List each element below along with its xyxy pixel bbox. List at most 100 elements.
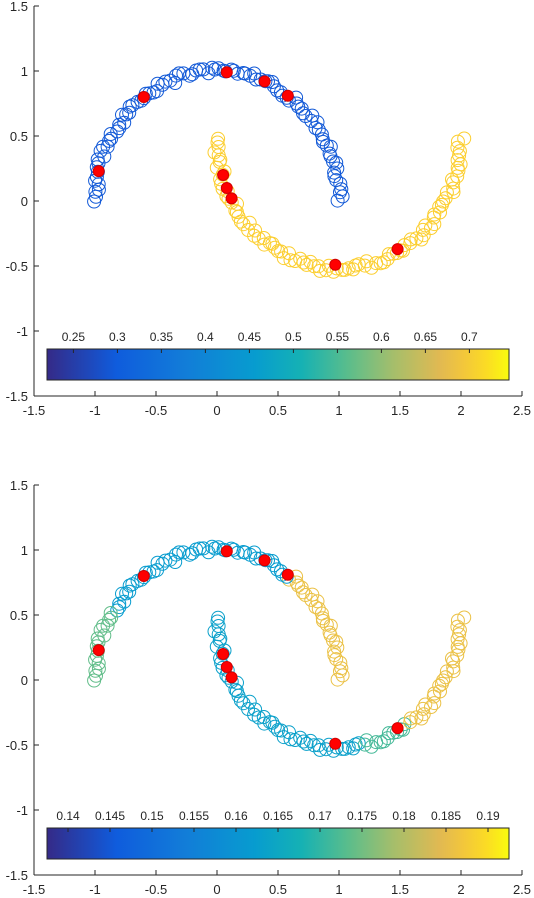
data-point	[351, 736, 366, 751]
x-tick-label: 0.5	[269, 403, 287, 418]
data-point	[270, 83, 285, 98]
y-tick-label: 1.5	[10, 0, 28, 14]
data-point	[457, 610, 472, 625]
data-point	[274, 244, 289, 259]
labeled-point	[217, 169, 230, 181]
data-point	[276, 251, 291, 266]
data-point	[334, 182, 349, 197]
data-point	[319, 742, 333, 757]
data-point	[364, 739, 379, 754]
data-point	[91, 182, 106, 197]
colorbar-tick-label: 0.165	[263, 809, 293, 823]
colorbar-tick-label: 0.65	[414, 330, 438, 344]
data-point	[182, 68, 197, 83]
data-point	[303, 733, 318, 748]
data-point	[296, 255, 311, 270]
colorbar-tick-label: 0.7	[461, 330, 478, 344]
x-tick-label: -0.5	[145, 882, 167, 897]
colorbar-tick-label: 0.155	[179, 809, 209, 823]
data-point	[327, 169, 342, 184]
data-point	[298, 588, 313, 602]
y-tick-label: -1.5	[6, 868, 28, 883]
bottom-scatter-panel: -1.5 -1 -0.5 0 0.5 1 1.5 2 2.5 -1.5 -1 -0.5 0 0.5 1 1.5…	[6, 478, 531, 897]
y-tick-label: 0.5	[10, 608, 28, 623]
colorbar-tick-label: 0.45	[238, 330, 262, 344]
labeled-point	[220, 66, 233, 79]
data-point	[247, 66, 262, 81]
data-point	[257, 237, 272, 252]
data-point	[298, 109, 313, 123]
data-point	[416, 228, 431, 243]
y-tick-label: -1.5	[6, 389, 28, 404]
data-point	[176, 66, 191, 81]
data-point	[327, 648, 342, 663]
x-tick-label: -1	[89, 403, 101, 418]
data-point	[450, 160, 465, 175]
data-point	[112, 117, 127, 132]
colorbar-tick-label: 0.15	[140, 809, 164, 823]
data-point	[333, 176, 348, 191]
x-tick-label: -1.5	[23, 882, 45, 897]
data-point	[322, 146, 337, 161]
data-point	[299, 736, 314, 751]
data-point	[299, 257, 314, 272]
data-point	[450, 619, 465, 634]
data-point	[176, 545, 191, 560]
data-point	[247, 228, 262, 243]
labeled-point	[137, 570, 150, 582]
data-point	[169, 547, 183, 562]
data-point	[87, 194, 102, 209]
data-point	[424, 221, 438, 235]
data-point	[403, 232, 418, 247]
data-point	[436, 194, 451, 209]
data-point	[276, 730, 291, 745]
colorbar-tick-label: 0.18	[392, 809, 416, 823]
data-point	[322, 625, 337, 640]
y-tick-label: 1	[21, 543, 28, 558]
data-point	[158, 553, 173, 568]
labeled-point	[329, 258, 342, 271]
y-tick-label: -1	[16, 803, 28, 818]
data-point	[115, 107, 129, 122]
x-tick-label: -1.5	[23, 403, 45, 418]
x-tick-label: 1	[335, 403, 342, 418]
data-point	[119, 586, 134, 601]
labeled-point	[281, 89, 294, 102]
data-point	[452, 144, 467, 159]
data-point	[294, 580, 309, 595]
data-point	[96, 618, 111, 633]
labeled-point	[225, 671, 238, 684]
data-point	[207, 624, 222, 639]
data-point	[150, 76, 165, 91]
data-point	[207, 145, 222, 160]
data-point	[333, 655, 348, 670]
y-tick-label: -1	[16, 324, 28, 339]
colorbar-tick-label: 0.145	[95, 809, 125, 823]
labeled-point	[391, 722, 404, 735]
data-point	[233, 214, 248, 229]
x-tick-label: 2.5	[513, 403, 531, 418]
data-point	[182, 547, 197, 562]
data-point	[104, 131, 119, 146]
data-point	[427, 696, 442, 711]
data-point	[424, 700, 438, 714]
data-point	[172, 66, 186, 81]
data-point	[452, 148, 467, 163]
labeled-point	[281, 568, 294, 581]
data-point	[334, 661, 349, 676]
data-point	[376, 255, 391, 270]
labeled-point	[258, 554, 271, 567]
data-point	[265, 236, 280, 251]
colorbar-tick-label: 0.55	[326, 330, 350, 344]
x-tick-label: 0	[213, 882, 220, 897]
data-point	[150, 555, 165, 570]
x-tick-label: 2	[457, 882, 464, 897]
data-point	[247, 545, 262, 560]
data-point	[172, 545, 186, 560]
data-point	[433, 684, 447, 699]
data-point	[315, 611, 330, 626]
labeled-point	[220, 545, 233, 558]
data-point	[100, 139, 115, 154]
labeled-point	[329, 737, 342, 750]
